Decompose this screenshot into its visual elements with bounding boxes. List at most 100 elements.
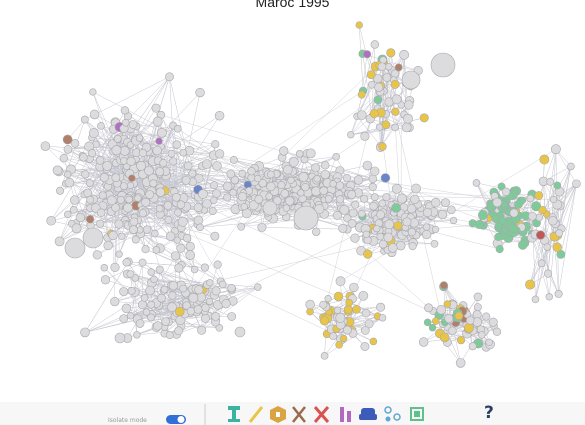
node[interactable] (174, 326, 184, 336)
node[interactable] (288, 156, 299, 167)
node[interactable] (210, 196, 218, 204)
icon-box[interactable] (270, 406, 286, 423)
node[interactable] (198, 189, 208, 200)
node[interactable] (543, 243, 551, 251)
node[interactable] (88, 149, 97, 158)
node[interactable] (572, 179, 581, 189)
node[interactable] (59, 153, 69, 163)
node[interactable] (118, 232, 126, 240)
node[interactable] (126, 270, 135, 278)
node[interactable] (345, 298, 354, 307)
node[interactable] (129, 217, 139, 227)
node[interactable] (501, 187, 511, 197)
node[interactable] (177, 216, 188, 227)
node[interactable] (152, 116, 163, 127)
node[interactable] (176, 200, 186, 209)
node[interactable] (151, 103, 161, 113)
node[interactable] (399, 49, 410, 60)
node[interactable] (370, 40, 380, 49)
node[interactable] (447, 205, 456, 215)
node[interactable] (152, 145, 162, 156)
node[interactable] (80, 115, 89, 124)
node[interactable] (168, 281, 178, 291)
node[interactable] (410, 194, 420, 204)
node[interactable] (119, 287, 129, 297)
node[interactable] (324, 295, 332, 303)
node[interactable] (40, 141, 51, 151)
node[interactable] (170, 251, 181, 261)
node[interactable] (356, 110, 367, 120)
node[interactable] (182, 301, 191, 310)
node[interactable] (237, 192, 248, 202)
node[interactable] (407, 227, 416, 237)
node[interactable] (454, 311, 464, 321)
node[interactable] (62, 134, 73, 145)
node[interactable] (172, 140, 181, 149)
node[interactable] (79, 153, 88, 162)
node[interactable] (141, 245, 150, 254)
node[interactable] (248, 200, 259, 211)
node[interactable] (56, 186, 65, 195)
node[interactable] (373, 95, 383, 105)
icon-car[interactable] (359, 408, 377, 420)
node[interactable] (159, 158, 168, 167)
node[interactable] (190, 265, 199, 274)
node[interactable] (183, 161, 193, 171)
node[interactable] (497, 182, 506, 191)
node[interactable] (357, 209, 366, 218)
node[interactable] (488, 317, 498, 327)
node[interactable] (64, 210, 72, 219)
node[interactable] (200, 313, 210, 323)
node[interactable] (126, 156, 136, 166)
node[interactable] (234, 326, 246, 338)
node[interactable] (167, 149, 176, 158)
node[interactable] (215, 149, 225, 159)
node[interactable] (262, 200, 278, 216)
node[interactable] (167, 302, 177, 312)
node[interactable] (431, 225, 440, 234)
node[interactable] (218, 280, 227, 289)
node[interactable] (449, 216, 458, 225)
node[interactable] (157, 293, 166, 303)
node[interactable] (329, 332, 338, 341)
node[interactable] (319, 316, 329, 326)
icon-cross[interactable] (313, 406, 330, 423)
node[interactable] (102, 160, 113, 171)
node[interactable] (121, 303, 132, 314)
node[interactable] (213, 260, 222, 269)
node[interactable] (201, 303, 210, 312)
node[interactable] (353, 175, 364, 185)
node[interactable] (418, 337, 429, 347)
node[interactable] (531, 295, 540, 304)
node[interactable] (164, 215, 173, 224)
node[interactable] (555, 229, 564, 237)
node[interactable] (128, 120, 138, 129)
node[interactable] (254, 194, 264, 204)
node[interactable] (305, 148, 316, 159)
node[interactable] (305, 299, 315, 310)
node[interactable] (142, 225, 152, 234)
node[interactable] (70, 139, 80, 148)
node[interactable] (222, 181, 233, 192)
node[interactable] (254, 283, 262, 291)
node[interactable] (215, 323, 224, 332)
node[interactable] (366, 70, 376, 80)
node[interactable] (64, 170, 72, 178)
node[interactable] (80, 327, 90, 338)
node[interactable] (525, 279, 536, 290)
node[interactable] (422, 223, 431, 231)
node[interactable] (376, 302, 386, 312)
node[interactable] (161, 317, 170, 326)
node[interactable] (147, 313, 155, 322)
node[interactable] (174, 263, 184, 273)
node[interactable] (176, 243, 186, 253)
node[interactable] (155, 265, 164, 274)
node[interactable] (280, 189, 290, 198)
icon-pencil[interactable] (248, 406, 264, 423)
node[interactable] (376, 232, 385, 241)
node[interactable] (329, 180, 337, 188)
node[interactable] (422, 229, 432, 240)
node[interactable] (378, 239, 388, 249)
node[interactable] (168, 291, 177, 300)
node[interactable] (407, 204, 417, 214)
